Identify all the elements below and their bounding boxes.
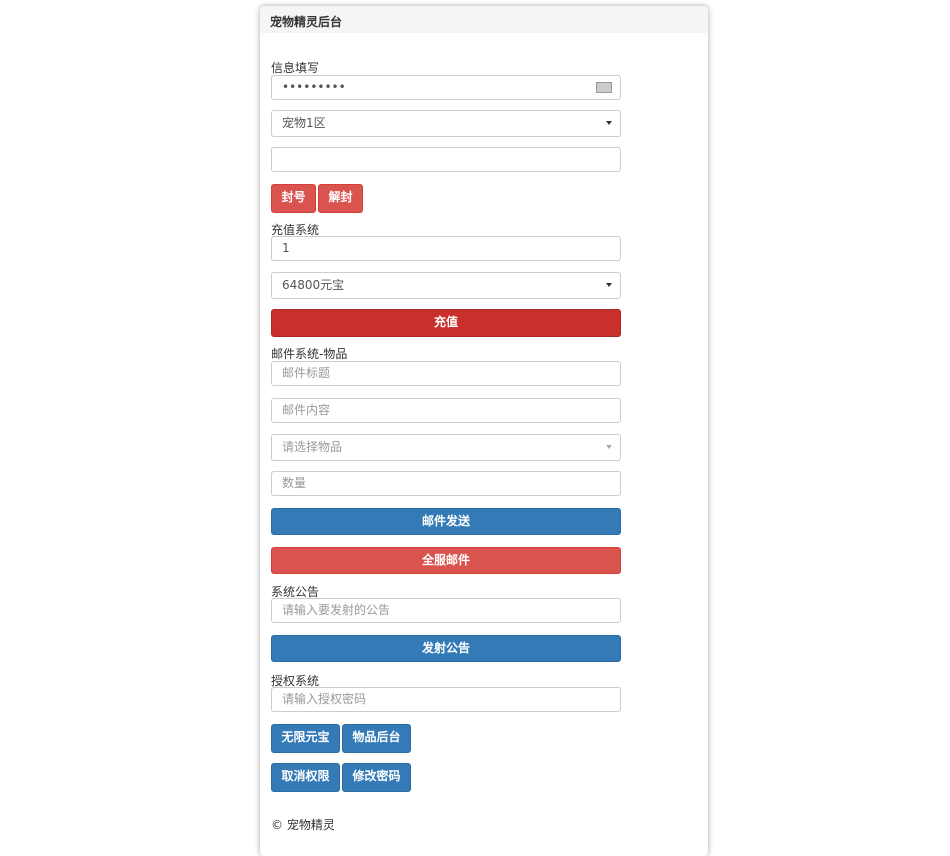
- auth-password-input[interactable]: 请输入授权密码: [271, 687, 621, 712]
- admin-panel: 宠物精灵后台 信息填写 ••••••••• 宠物1区 封号 解封 充值系统 1 …: [260, 6, 708, 856]
- amount-input[interactable]: 1: [271, 236, 621, 261]
- package-select[interactable]: 64800元宝: [271, 272, 621, 299]
- auth-label: 授权系统: [271, 674, 320, 688]
- notice-label: 系统公告: [271, 585, 320, 599]
- chevron-down-icon: [606, 283, 612, 287]
- password-input[interactable]: •••••••••: [271, 75, 621, 100]
- server-select[interactable]: 宠物1区: [271, 110, 621, 137]
- send-mail-button[interactable]: 邮件发送: [271, 508, 621, 535]
- mail-title-input[interactable]: 邮件标题: [271, 361, 621, 386]
- server-value: 宠物1区: [282, 116, 326, 130]
- item-placeholder: 请选择物品: [282, 440, 343, 454]
- info-label: 信息填写: [271, 61, 320, 75]
- password-value: •••••••••: [282, 80, 346, 94]
- notice-input[interactable]: 请输入要发射的公告: [271, 598, 621, 623]
- unban-button[interactable]: 解封: [318, 184, 363, 213]
- footer: © 宠物精灵: [271, 818, 335, 832]
- panel-title: 宠物精灵后台: [260, 6, 708, 33]
- mail-content-input[interactable]: 邮件内容: [271, 398, 621, 423]
- account-input[interactable]: [271, 147, 621, 172]
- item-select[interactable]: 请选择物品: [271, 434, 621, 461]
- ban-button[interactable]: 封号: [271, 184, 316, 213]
- recharge-label: 充值系统: [271, 223, 320, 237]
- all-server-mail-button[interactable]: 全服邮件: [271, 547, 621, 574]
- chevron-down-icon: [606, 445, 612, 449]
- unlimited-gold-button[interactable]: 无限元宝: [271, 724, 340, 753]
- mail-label: 邮件系统-物品: [271, 347, 348, 361]
- quantity-input[interactable]: 数量: [271, 471, 621, 496]
- recharge-button[interactable]: 充值: [271, 309, 621, 337]
- item-backend-button[interactable]: 物品后台: [342, 724, 411, 753]
- keyboard-icon[interactable]: [596, 82, 612, 93]
- change-password-button[interactable]: 修改密码: [342, 763, 411, 792]
- revoke-permission-button[interactable]: 取消权限: [271, 763, 340, 792]
- chevron-down-icon: [606, 121, 612, 125]
- package-value: 64800元宝: [282, 278, 345, 292]
- send-notice-button[interactable]: 发射公告: [271, 635, 621, 662]
